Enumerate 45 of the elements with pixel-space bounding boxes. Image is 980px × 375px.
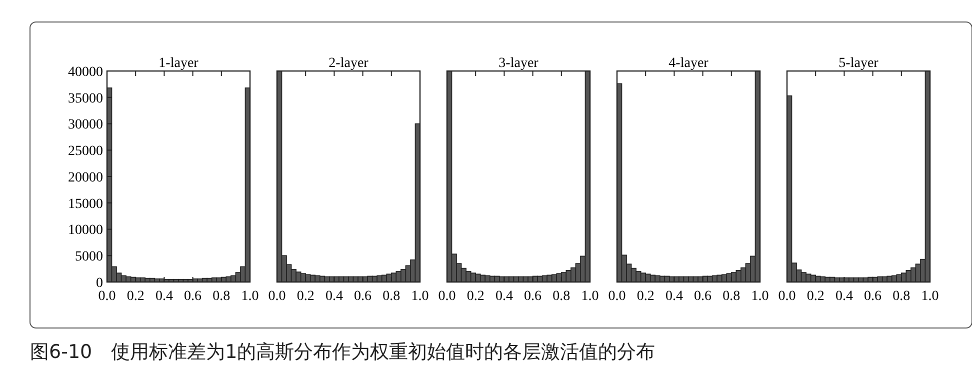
x-tick-label: 0.4: [495, 289, 513, 304]
y-tick-label: 10000: [68, 223, 103, 238]
x-tick-label: 0.6: [694, 289, 712, 304]
x-tick-label: 0.2: [466, 289, 484, 304]
x-tick-label: 1.0: [411, 289, 429, 304]
x-tick-label: 0.2: [636, 289, 654, 304]
x-tick-label: 1.0: [921, 289, 939, 304]
x-tick-label: 0.6: [354, 289, 372, 304]
x-tick-label: 0.0: [778, 289, 796, 304]
x-tick-label: 0.0: [268, 289, 286, 304]
x-tick-label: 0.8: [892, 289, 910, 304]
x-tick-label: 0.6: [184, 289, 202, 304]
y-tick-label: 5000: [75, 250, 103, 265]
chart-title: 3-layer: [498, 56, 539, 71]
x-tick-label: 0.0: [438, 289, 456, 304]
y-tick-label: 20000: [68, 170, 103, 186]
x-tick-label: 0.8: [552, 289, 570, 304]
x-tick-label: 0.8: [212, 289, 230, 304]
chart-title: 2-layer: [328, 56, 369, 71]
y-tick-label: 40000: [68, 64, 103, 80]
caption: 图6-10 使用标准差为1的高斯分布作为权重初始值时的各层激活值的分布: [30, 341, 656, 363]
x-tick-label: 0.8: [382, 289, 400, 304]
x-tick-label: 1.0: [751, 289, 769, 304]
y-tick-label: 35000: [68, 91, 103, 106]
y-tick-label: 25000: [68, 144, 103, 160]
x-tick-label: 0.0: [608, 289, 626, 304]
chart-title: 5-layer: [838, 56, 879, 71]
y-tick-label: 0: [96, 276, 103, 291]
x-tick-label: 0.2: [806, 289, 824, 304]
x-tick-label: 0.8: [722, 289, 740, 304]
chart-title: 4-layer: [668, 56, 709, 71]
x-tick-label: 0.2: [126, 289, 144, 304]
x-tick-label: 1.0: [581, 289, 599, 304]
y-tick-label: 15000: [68, 196, 103, 212]
y-tick-label: 30000: [68, 118, 103, 133]
x-tick-label: 0.6: [864, 289, 882, 304]
x-tick-label: 1.0: [241, 289, 259, 304]
x-tick-label: 0.6: [524, 289, 542, 304]
x-tick-label: 0.4: [665, 289, 683, 304]
x-tick-label: 0.4: [325, 289, 343, 304]
chart-title: 1-layer: [158, 56, 199, 71]
x-tick-label: 0.4: [835, 289, 853, 304]
x-tick-label: 0.4: [155, 289, 173, 304]
x-tick-label: 0.2: [296, 289, 314, 304]
x-tick-label: 0.0: [98, 289, 116, 304]
